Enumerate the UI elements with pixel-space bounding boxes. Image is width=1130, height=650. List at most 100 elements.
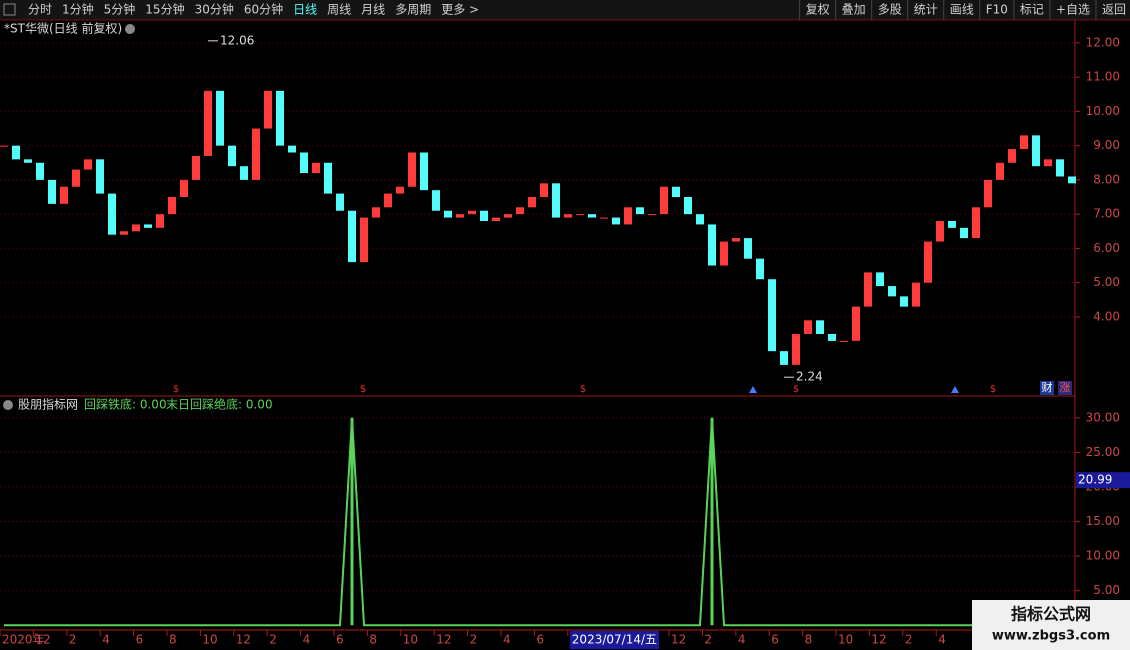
event-marker [749, 386, 757, 393]
candle [1056, 159, 1064, 177]
candle [192, 155, 200, 180]
toolbar-button[interactable]: 叠加 [842, 3, 866, 17]
toolbar-button[interactable]: 周线 [327, 3, 351, 17]
toolbar-button[interactable]: 分时 [28, 3, 52, 17]
y-tick-label: 7.00 [1093, 207, 1120, 221]
candle [360, 217, 368, 263]
candle [312, 162, 320, 174]
badge-box[interactable] [1040, 381, 1054, 395]
toolbar-button[interactable]: 画线 [950, 3, 974, 17]
toolbar-button[interactable]: 15分钟 [145, 2, 184, 17]
candle [96, 159, 104, 194]
x-tick-label: 8 [805, 633, 813, 647]
toolbar-button[interactable]: 返回 [1102, 3, 1126, 17]
x-tick-label: 8 [169, 633, 177, 647]
candle [912, 282, 920, 307]
candle [792, 334, 800, 365]
candle [684, 197, 692, 215]
candle [804, 320, 812, 335]
toolbar [0, 0, 1130, 20]
candle [696, 214, 704, 225]
y-tick-label: 12.00 [1086, 35, 1120, 49]
toolbar-button[interactable]: 更多 > [441, 3, 479, 17]
candle [852, 306, 860, 341]
toolbar-button[interactable]: 30分钟 [195, 2, 234, 17]
candle [864, 272, 872, 307]
candle [672, 186, 680, 198]
candle [588, 214, 596, 218]
candle [396, 186, 404, 194]
menu-icon[interactable] [3, 3, 16, 16]
candle [816, 320, 824, 335]
toolbar-button[interactable]: 多周期 [395, 3, 431, 17]
candle [876, 272, 884, 287]
candle [372, 207, 380, 218]
x-tick-label: 2 [905, 633, 913, 647]
toolbar-button[interactable]: +自选 [1056, 3, 1090, 17]
candle [468, 210, 476, 215]
indicator-line [4, 417, 1072, 627]
y-tick-label: 9.00 [1093, 138, 1120, 152]
x-tick-label: 8 [369, 633, 377, 647]
x-tick-label: 10 [202, 633, 217, 647]
x-tick-label: 6 [336, 633, 344, 647]
toolbar-button[interactable]: 标记 [1020, 3, 1044, 17]
candle [300, 152, 308, 174]
y-tick-label: 5.00 [1093, 583, 1120, 597]
y-tick-label: 10.00 [1086, 104, 1120, 118]
candle [1032, 135, 1040, 167]
candle [108, 193, 116, 235]
x-tick-label: 6 [136, 633, 144, 647]
candle [720, 241, 728, 266]
toolbar-button[interactable]: F10 [986, 3, 1008, 17]
candle [660, 186, 668, 215]
dropdown-icon[interactable] [125, 24, 135, 34]
dropdown-icon[interactable] [3, 400, 13, 410]
badge[interactable]: 财 [1042, 380, 1053, 394]
x-tick-label: 12 [35, 633, 50, 647]
y-tick-label: 6.00 [1093, 241, 1120, 255]
toolbar-button[interactable]: 复权 [806, 3, 830, 17]
candle [276, 90, 284, 146]
candle [972, 207, 980, 239]
candle [132, 224, 140, 232]
event-marker: $ [990, 384, 996, 395]
candle [612, 217, 620, 225]
toolbar-button[interactable]: 日线 [293, 3, 317, 17]
cursor-label: 20.99 [1078, 473, 1112, 487]
watermark-title: 指标公式网 [1011, 605, 1091, 624]
watermark-url: www.zbgs3.com [992, 629, 1110, 644]
candle [768, 279, 776, 352]
annotation-label: 12.06 [220, 33, 254, 47]
candle [996, 162, 1004, 180]
toolbar-button[interactable]: 5分钟 [104, 2, 136, 17]
x-tick-label: 10 [838, 633, 853, 647]
toolbar-button[interactable]: 月线 [361, 3, 385, 17]
candle [528, 197, 536, 208]
candle [984, 179, 992, 208]
candle [1008, 149, 1016, 163]
x-tick-label: 4 [938, 633, 946, 647]
x-tick-label: 12 [671, 633, 686, 647]
toolbar-button[interactable]: 统计 [914, 3, 938, 17]
date-highlight [569, 631, 660, 649]
badge-box[interactable] [1058, 381, 1072, 395]
badge[interactable]: 涨 [1060, 381, 1071, 394]
toolbar-button[interactable]: 1分钟 [62, 2, 94, 17]
y-tick-label: 11.00 [1086, 70, 1120, 84]
candle [732, 238, 740, 242]
candle [492, 217, 500, 222]
candle [240, 166, 248, 180]
x-tick-label: 4 [303, 633, 311, 647]
x-tick-label: 2 [69, 633, 77, 647]
x-tick-label: 4 [738, 633, 746, 647]
toolbar-button[interactable]: 多股 [878, 3, 902, 17]
x-tick-label: 2020年 [2, 633, 45, 647]
y-tick-label: 25.00 [1086, 445, 1120, 459]
candle [648, 214, 656, 216]
x-tick-label: 12 [436, 633, 451, 647]
candle [504, 214, 512, 218]
toolbar-button[interactable]: 60分钟 [244, 2, 283, 17]
candle [552, 183, 560, 218]
candle [444, 210, 452, 218]
